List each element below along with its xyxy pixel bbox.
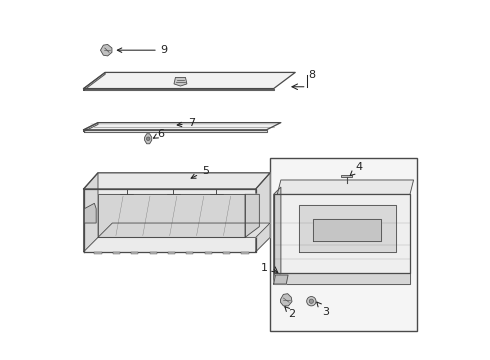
Text: 8: 8 [308, 70, 315, 80]
Text: 9: 9 [117, 45, 168, 55]
Polygon shape [274, 187, 281, 284]
Polygon shape [274, 275, 288, 284]
Polygon shape [84, 173, 270, 189]
Polygon shape [223, 252, 230, 253]
Polygon shape [245, 194, 259, 237]
Text: 5: 5 [191, 166, 209, 178]
Circle shape [307, 297, 316, 306]
Polygon shape [84, 72, 295, 89]
Polygon shape [168, 252, 175, 253]
Polygon shape [174, 77, 187, 86]
Polygon shape [313, 220, 381, 241]
Polygon shape [84, 72, 105, 90]
Polygon shape [280, 294, 292, 306]
Polygon shape [242, 252, 248, 253]
Text: 3: 3 [317, 302, 329, 317]
Polygon shape [299, 205, 395, 252]
Polygon shape [84, 189, 256, 252]
Bar [270, 158, 417, 330]
Polygon shape [95, 252, 101, 253]
Polygon shape [84, 173, 98, 252]
Polygon shape [100, 44, 112, 56]
Polygon shape [149, 252, 157, 253]
Polygon shape [98, 223, 270, 237]
Polygon shape [113, 252, 120, 253]
Polygon shape [274, 273, 410, 284]
Polygon shape [84, 123, 98, 132]
Polygon shape [277, 180, 414, 194]
Polygon shape [274, 194, 410, 273]
Polygon shape [205, 252, 212, 253]
Circle shape [147, 137, 150, 140]
Text: 2: 2 [285, 307, 295, 319]
Text: 1: 1 [261, 263, 269, 273]
Polygon shape [256, 173, 270, 252]
Polygon shape [341, 175, 352, 177]
Polygon shape [84, 89, 274, 90]
Polygon shape [84, 130, 267, 132]
Polygon shape [84, 123, 281, 130]
Polygon shape [98, 194, 245, 237]
Text: 4: 4 [350, 162, 363, 176]
Polygon shape [131, 252, 138, 253]
Polygon shape [145, 134, 152, 144]
Text: 7: 7 [177, 118, 195, 128]
Text: 6: 6 [153, 129, 164, 139]
Circle shape [309, 299, 314, 303]
Polygon shape [84, 203, 96, 223]
Polygon shape [186, 252, 194, 253]
